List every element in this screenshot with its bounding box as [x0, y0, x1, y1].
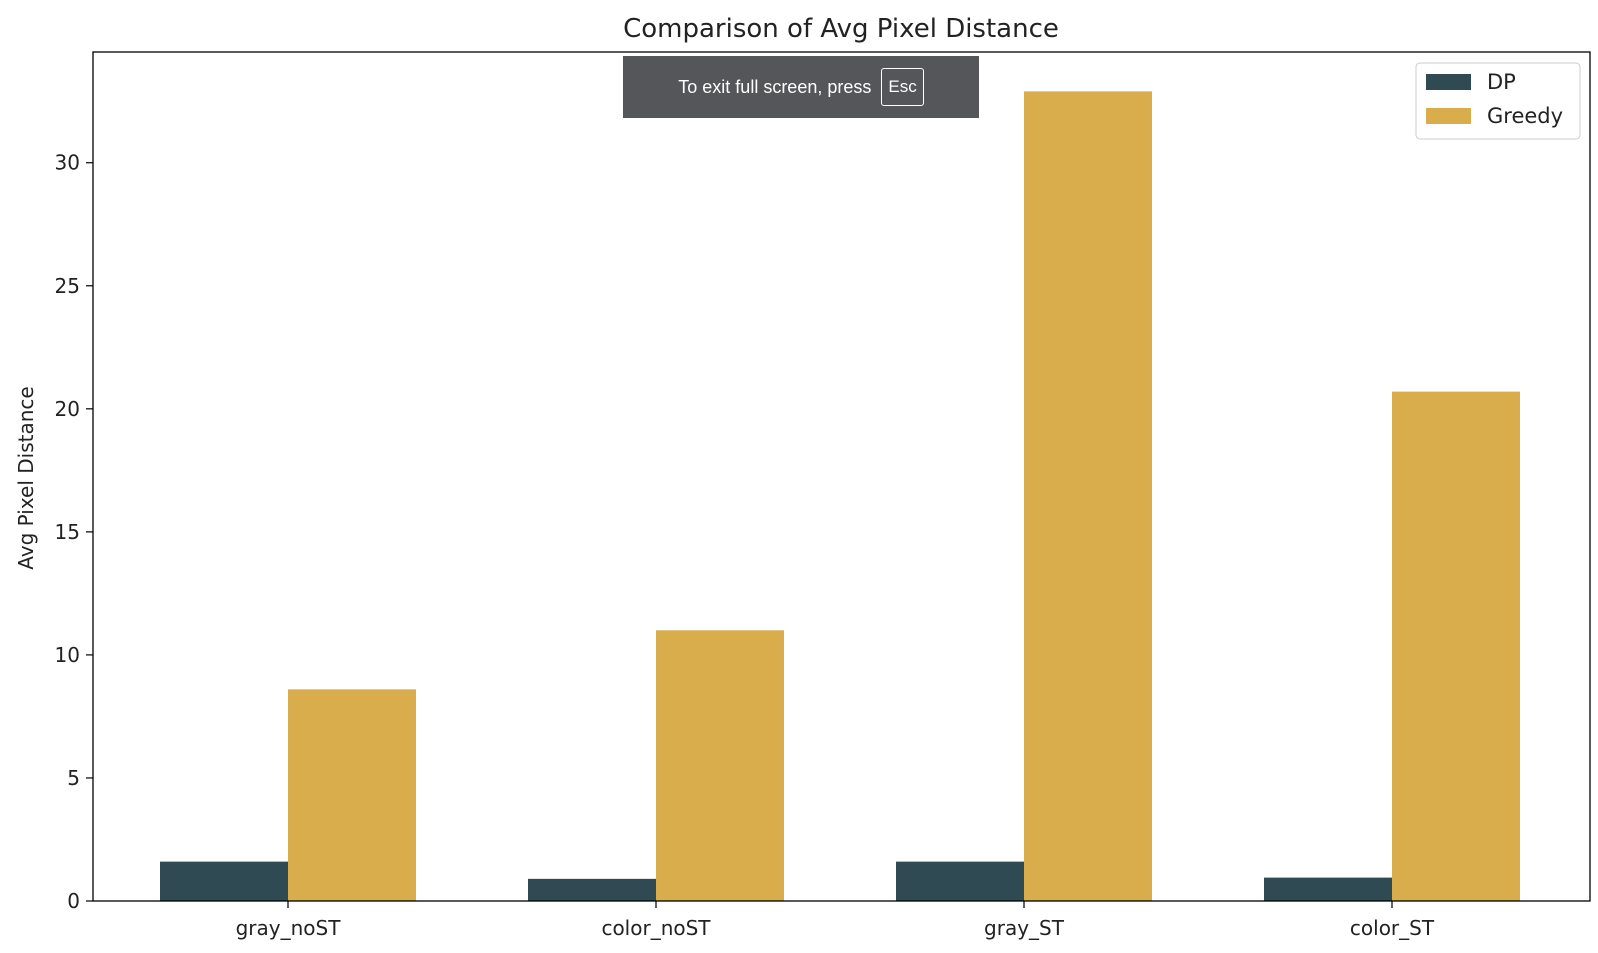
bar-greedy-color_noST: [656, 630, 784, 901]
x-tick-label: color_ST: [1350, 916, 1435, 940]
bar-dp-gray_ST: [896, 861, 1024, 901]
bar-greedy-gray_noST: [288, 689, 416, 901]
bar-dp-color_noST: [528, 878, 656, 901]
esc-key-badge: Esc: [881, 68, 924, 106]
legend-label-dp: DP: [1487, 70, 1516, 94]
bar-dp-color_ST: [1264, 877, 1392, 901]
y-tick-label: 15: [55, 520, 80, 544]
axes-group: 0 5 10 15 20 25 30 gray_noST color_noST gray_ST co…: [55, 51, 1591, 940]
fullscreen-toast: To exit full screen, press Esc: [623, 56, 979, 118]
x-tick-label: gray_noST: [236, 916, 342, 940]
y-tick-label: 0: [67, 889, 80, 913]
y-tick-label: 25: [55, 274, 80, 298]
legend-swatch-dp: [1426, 74, 1471, 90]
y-axis-title: Avg Pixel Distance: [14, 386, 38, 569]
x-tick-label: gray_ST: [984, 916, 1065, 940]
y-tick-label: 30: [55, 151, 80, 175]
x-tick-label: color_noST: [601, 916, 711, 940]
bar-greedy-gray_ST: [1024, 91, 1152, 902]
legend: DP Greedy: [1415, 62, 1581, 140]
legend-label-greedy: Greedy: [1487, 104, 1563, 128]
bar-dp-gray_noST: [160, 861, 288, 901]
y-tick-label: 10: [55, 643, 80, 667]
y-tick-label: 20: [55, 397, 80, 421]
bar-greedy-color_ST: [1392, 391, 1520, 901]
y-tick-label: 5: [67, 766, 80, 790]
chart-title: Comparison of Avg Pixel Distance: [623, 14, 1059, 44]
bars-group: [160, 91, 1520, 902]
fullscreen-message: To exit full screen, press: [678, 76, 872, 97]
plot-frame: [92, 51, 1591, 902]
legend-swatch-greedy: [1426, 108, 1471, 124]
